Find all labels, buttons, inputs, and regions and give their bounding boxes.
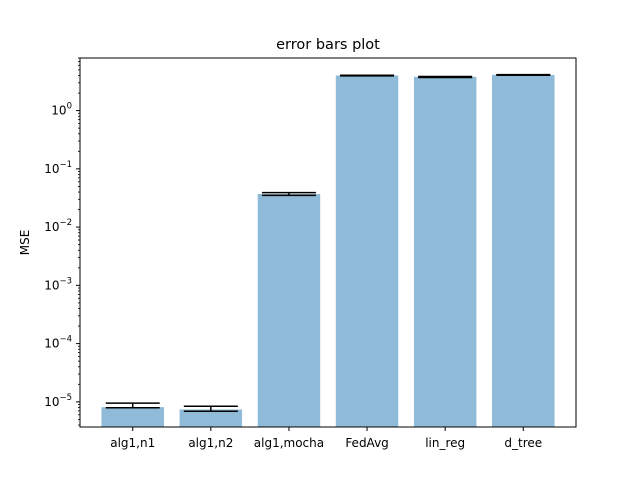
error-bar-3 xyxy=(340,74,395,77)
bars-group xyxy=(101,74,555,428)
bar-5 xyxy=(492,74,555,427)
chart-title: error bars plot xyxy=(276,37,380,53)
x-tick-label: lin_reg xyxy=(425,436,465,450)
plot-frame xyxy=(79,57,577,428)
x-tick-label: d_tree xyxy=(504,436,542,450)
bar-2 xyxy=(257,194,321,427)
bar-1 xyxy=(179,409,243,427)
y-tick-label: 10−4 xyxy=(44,335,72,351)
bar-3 xyxy=(335,75,399,427)
x-tick-label: FedAvg xyxy=(345,436,388,450)
y-tick-label: 100 xyxy=(51,102,72,118)
error-bars-group xyxy=(105,73,551,412)
bar-0 xyxy=(101,407,164,427)
bar-4 xyxy=(413,76,477,428)
x-tick-label: alg1,mocha xyxy=(254,436,324,450)
error-bar-2 xyxy=(261,191,316,197)
x-tick-label: alg1,n1 xyxy=(110,436,155,450)
error-bar-1 xyxy=(183,405,238,412)
y-tick-label: 10−3 xyxy=(44,276,72,292)
error-bar-4 xyxy=(418,75,473,79)
y-tick-label: 10−1 xyxy=(44,160,72,176)
y-axis-label: MSE xyxy=(18,230,32,256)
x-tick-label: alg1,n2 xyxy=(188,436,233,450)
y-axis-ticks: 10−5 10−4 10−3 10−2 10−1 100 xyxy=(44,57,80,426)
x-axis-ticks: alg1,n1 alg1,n2 alg1,mocha FedAvg lin_reg d_t… xyxy=(110,427,542,450)
error-bar-5 xyxy=(496,73,551,76)
error-bar-0 xyxy=(105,402,160,409)
y-tick-label: 10−2 xyxy=(44,218,72,234)
y-tick-label: 10−5 xyxy=(44,393,72,409)
